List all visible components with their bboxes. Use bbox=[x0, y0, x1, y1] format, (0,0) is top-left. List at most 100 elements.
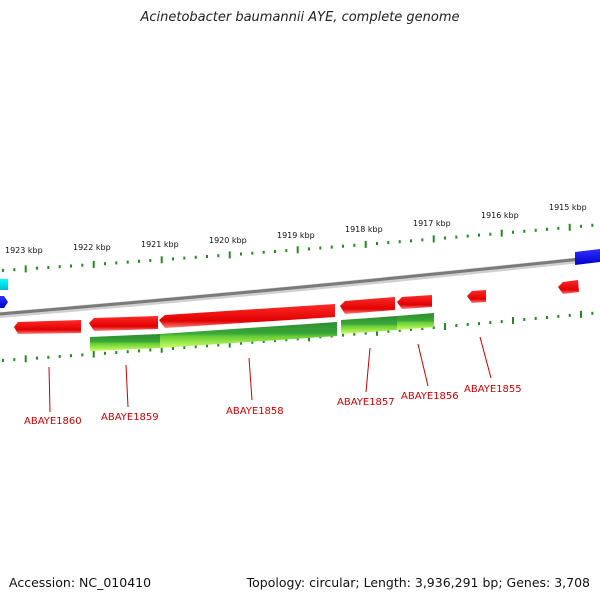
lower-minor-tick-1 bbox=[13, 358, 16, 362]
gene-label-abaye1856: ABAYE1856 bbox=[401, 391, 459, 402]
upper-minor-tick-3 bbox=[36, 266, 38, 270]
upper-minor-tick-47 bbox=[534, 228, 537, 232]
upper-major-tick-50 bbox=[568, 223, 571, 231]
cds-bar-abaye1859 bbox=[90, 334, 160, 351]
feature-blue-left bbox=[0, 296, 8, 308]
upper-minor-tick-25 bbox=[285, 249, 288, 253]
upper-minor-tick-39 bbox=[444, 236, 446, 240]
lower-major-tick-20 bbox=[228, 340, 231, 348]
lower-minor-tick-52 bbox=[591, 311, 594, 315]
lower-minor-tick-23 bbox=[262, 340, 265, 343]
upper-minor-tick-21 bbox=[240, 252, 242, 256]
lower-minor-tick-11 bbox=[126, 350, 129, 354]
lower-minor-tick-13 bbox=[149, 348, 152, 352]
upper-minor-tick-49 bbox=[557, 226, 560, 230]
upper-minor-tick-35 bbox=[398, 240, 401, 244]
upper-major-tick-2 bbox=[24, 265, 27, 273]
genome-summary-text: Topology: circular; Length: 3,936,291 bp… bbox=[246, 575, 590, 590]
lower-minor-tick-26 bbox=[296, 337, 299, 341]
map-title: Acinetobacter baumannii AYE, complete ge… bbox=[140, 10, 460, 25]
gene-label-abaye1857: ABAYE1857 bbox=[337, 397, 395, 408]
lower-minor-tick-36 bbox=[410, 327, 412, 331]
lower-major-tick-39 bbox=[444, 323, 446, 330]
upper-major-tick-44 bbox=[500, 229, 503, 237]
lower-minor-tick-5 bbox=[58, 355, 61, 358]
upper-minor-tick-5 bbox=[58, 265, 61, 269]
lower-minor-tick-41 bbox=[466, 323, 469, 326]
upper-minor-tick-30 bbox=[342, 244, 344, 248]
upper-minor-tick-23 bbox=[262, 250, 265, 254]
upper-minor-tick-1 bbox=[13, 268, 16, 272]
lower-minor-tick-4 bbox=[47, 355, 50, 359]
upper-major-tick-26 bbox=[296, 246, 299, 254]
lower-minor-tick-10 bbox=[115, 351, 118, 354]
gene-label-abaye1859: ABAYE1859 bbox=[101, 412, 159, 423]
upper-minor-tick-10 bbox=[115, 261, 118, 265]
upper-major-tick-32 bbox=[364, 240, 367, 248]
gene-label-abaye1860: ABAYE1860 bbox=[24, 416, 82, 427]
feature-blue-right bbox=[575, 249, 600, 265]
lower-minor-tick-38 bbox=[432, 326, 435, 329]
lower-major-tick-45 bbox=[512, 317, 514, 324]
kbp-label-1916: 1916 kbp bbox=[481, 211, 519, 220]
lower-minor-tick-25 bbox=[285, 338, 288, 342]
lower-minor-tick-47 bbox=[534, 317, 537, 320]
upper-major-tick-8 bbox=[92, 260, 95, 268]
lower-minor-tick-40 bbox=[455, 324, 458, 327]
upper-minor-tick-19 bbox=[217, 254, 220, 258]
cds-bar-abaye1857 bbox=[341, 316, 397, 334]
upper-minor-tick-29 bbox=[330, 245, 333, 249]
gene-arrow-abaye1855 bbox=[467, 290, 486, 303]
kbp-label-1920: 1920 kbp bbox=[209, 236, 247, 245]
accession-text: Accession: NC_010410 bbox=[9, 575, 152, 590]
leader-line-abaye1860 bbox=[48, 366, 51, 413]
upper-minor-tick-6 bbox=[70, 264, 72, 268]
lower-minor-tick-7 bbox=[81, 353, 84, 357]
upper-minor-tick-51 bbox=[580, 224, 582, 228]
lower-minor-tick-12 bbox=[138, 349, 140, 353]
upper-minor-tick-34 bbox=[387, 241, 390, 245]
lower-minor-tick-49 bbox=[557, 314, 560, 318]
lower-minor-tick-19 bbox=[217, 343, 220, 347]
gene-arrow-abaye1859 bbox=[89, 316, 158, 331]
lower-minor-tick-21 bbox=[240, 341, 242, 345]
upper-minor-tick-48 bbox=[546, 227, 548, 231]
leader-line-abaye1859 bbox=[125, 364, 129, 408]
gene-label-abaye1858: ABAYE1858 bbox=[226, 406, 284, 417]
gene-labels: ABAYE1860 ABAYE1859 ABAYE1858 ABAYE1857 … bbox=[24, 384, 522, 427]
leader-line-abaye1855 bbox=[479, 336, 492, 379]
upper-minor-tick-15 bbox=[172, 257, 174, 261]
lower-minor-tick-18 bbox=[206, 344, 208, 348]
lower-minor-tick-43 bbox=[489, 321, 492, 325]
lower-major-tick-27 bbox=[308, 334, 310, 342]
lower-major-tick-8 bbox=[92, 350, 95, 358]
feature-cyan-left bbox=[0, 279, 8, 290]
lower-minor-tick-3 bbox=[36, 356, 38, 360]
lower-minor-tick-16 bbox=[183, 346, 186, 349]
lower-minor-tick-15 bbox=[172, 346, 174, 350]
upper-minor-tick-42 bbox=[478, 233, 480, 237]
cds-bar-abaye1858 bbox=[160, 322, 337, 348]
upper-minor-tick-16 bbox=[183, 256, 186, 260]
lower-major-tick-51 bbox=[580, 310, 582, 318]
upper-minor-tick-40 bbox=[455, 235, 458, 239]
upper-minor-tick-27 bbox=[308, 247, 310, 251]
upper-minor-tick-52 bbox=[591, 223, 594, 227]
kbp-label-1917: 1917 kbp bbox=[413, 219, 451, 228]
upper-minor-tick-9 bbox=[104, 262, 106, 266]
upper-minor-tick-33 bbox=[376, 242, 378, 245]
lower-minor-tick-32 bbox=[364, 331, 367, 335]
lower-minor-tick-34 bbox=[387, 329, 390, 333]
upper-minor-tick-41 bbox=[466, 234, 469, 238]
upper-minor-tick-24 bbox=[274, 250, 276, 253]
kbp-label-1915: 1915 kbp bbox=[549, 203, 587, 212]
upper-minor-tick-11 bbox=[126, 260, 129, 264]
cds-bar-abaye1856 bbox=[397, 313, 434, 330]
upper-minor-tick-37 bbox=[421, 238, 424, 242]
upper-major-tick-14 bbox=[160, 256, 163, 264]
kbp-labels: 1915 kbp 1916 kbp 1917 kbp 1918 kbp 1919… bbox=[5, 203, 587, 255]
lower-minor-tick-6 bbox=[70, 354, 72, 358]
gene-arrow-abaye1856 bbox=[397, 295, 432, 309]
lower-major-tick-2 bbox=[24, 355, 27, 363]
